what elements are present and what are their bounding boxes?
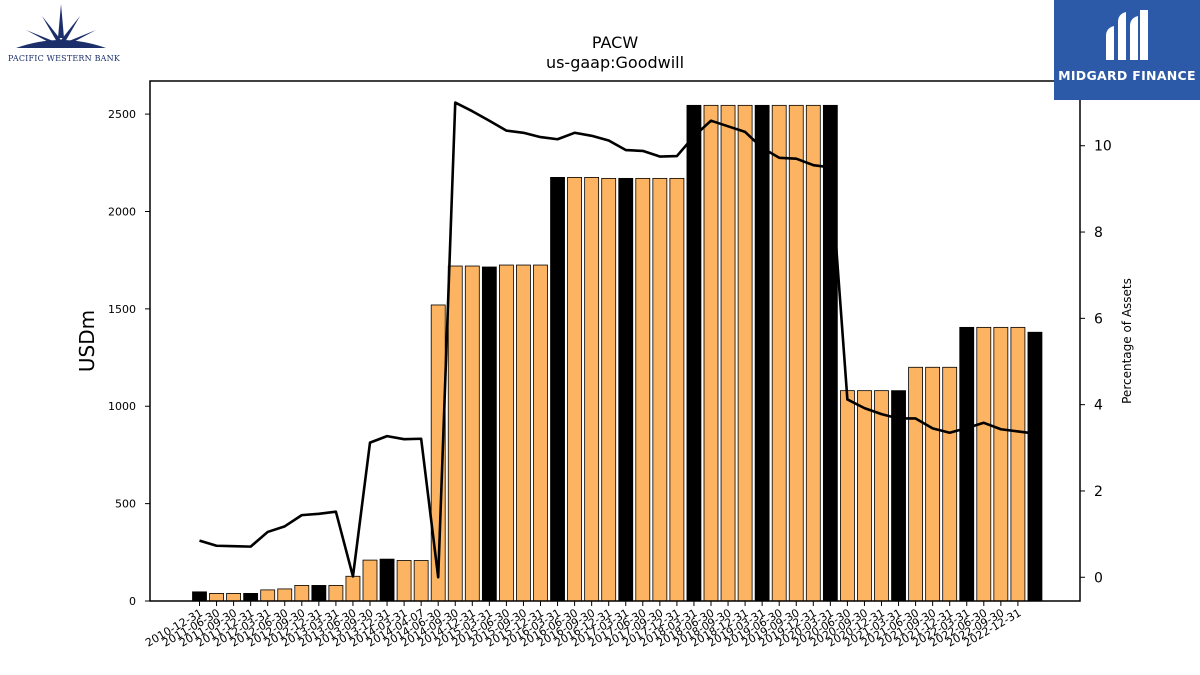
bar — [618, 177, 634, 602]
bar — [805, 104, 821, 602]
bar — [1010, 326, 1026, 602]
bar — [243, 593, 259, 602]
y2-tick-label: 2 — [1094, 484, 1103, 500]
y-tick-label: 1500 — [108, 303, 136, 316]
sunburst-logo-icon — [16, 4, 106, 48]
left-axis: 0 500 1000 1500 2000 2500 — [108, 108, 150, 608]
y-tick-label: 2000 — [108, 205, 136, 218]
bar — [481, 266, 497, 602]
y-tick-label: 0 — [129, 595, 136, 608]
y2-tick-label: 10 — [1094, 139, 1112, 155]
bar — [328, 585, 344, 602]
bar — [601, 177, 617, 602]
bar — [294, 585, 310, 602]
bars-group — [192, 104, 1043, 602]
bar — [840, 390, 855, 602]
bar — [891, 390, 906, 602]
bar — [379, 558, 395, 602]
bar — [277, 588, 293, 602]
bar — [260, 589, 276, 602]
bar — [567, 176, 582, 602]
pct-line-group — [199, 101, 1036, 579]
right-axis: 0 2 4 6 8 10 — [1080, 139, 1112, 586]
bar — [413, 560, 429, 602]
y-tick-label: 1000 — [108, 400, 136, 413]
bar — [874, 390, 889, 602]
bar — [959, 326, 975, 602]
bar — [226, 593, 242, 602]
midgard-mark-icon — [1106, 10, 1148, 60]
bar — [516, 264, 531, 602]
bar — [311, 585, 327, 602]
chart-subtitle: us-gaap:Goodwill — [545, 53, 685, 72]
bar — [345, 575, 361, 602]
bar — [584, 176, 600, 602]
bar — [533, 264, 548, 602]
bar — [925, 366, 941, 602]
bar — [652, 177, 668, 602]
midgard-finance-logo: MIDGARD FINANCE — [1054, 0, 1200, 100]
bar — [908, 366, 923, 602]
bar — [447, 265, 463, 602]
y2-axis-label: Percentage of Assets — [1120, 278, 1134, 404]
bar — [550, 176, 565, 602]
x-axis: 2010-12-312011-06-302011-09-302011-12-31… — [143, 601, 1023, 650]
chart-title: PACW — [591, 33, 639, 52]
bar — [788, 104, 804, 602]
bar — [993, 326, 1009, 602]
y2-tick-label: 0 — [1094, 570, 1103, 586]
bar — [362, 559, 378, 602]
bar — [1027, 331, 1043, 602]
bar — [192, 591, 207, 602]
bar — [686, 104, 702, 602]
right-logo-text: MIDGARD FINANCE — [1058, 68, 1196, 83]
y2-tick-label: 6 — [1094, 311, 1103, 327]
bar — [635, 177, 651, 602]
bar — [737, 104, 753, 602]
bar — [771, 104, 787, 602]
pacific-western-bank-logo: PACIFIC WESTERN BANK — [4, 4, 120, 66]
bar — [464, 265, 480, 602]
y2-tick-label: 8 — [1094, 225, 1103, 241]
bar — [209, 593, 224, 602]
bar — [976, 326, 992, 602]
pct-assets-line — [199, 101, 1036, 579]
plot-frame — [149, 80, 1081, 602]
bar — [498, 264, 514, 602]
left-logo-text: PACIFIC WESTERN BANK — [8, 54, 120, 63]
bar — [703, 104, 719, 602]
y-tick-label: 500 — [115, 498, 136, 511]
bar — [396, 560, 412, 602]
bar — [857, 390, 872, 602]
bar — [720, 104, 736, 602]
y-axis-label: USDm — [75, 310, 99, 372]
bar — [669, 177, 685, 602]
bar — [754, 104, 770, 602]
y2-tick-label: 4 — [1094, 398, 1103, 414]
bar — [942, 366, 958, 602]
y-tick-label: 2500 — [108, 108, 136, 121]
